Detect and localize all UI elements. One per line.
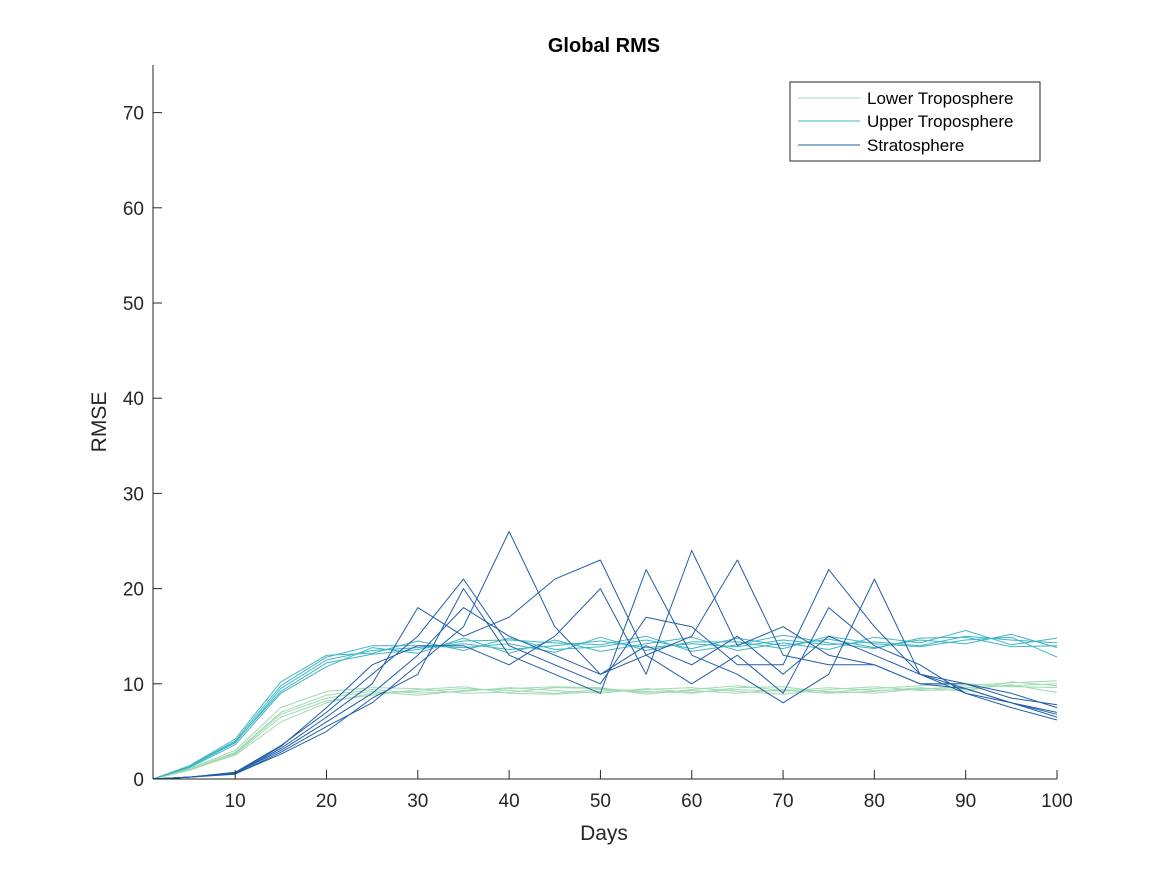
x-tick-label-30: 30 — [407, 791, 428, 812]
x-tick-label-60: 60 — [681, 791, 702, 812]
series-line-stratosphere-6 — [152, 550, 1058, 780]
y-axis-title: RMSE — [88, 392, 111, 453]
x-axis-title: Days — [580, 822, 628, 845]
y-tick-label-20: 20 — [123, 580, 144, 601]
y-tick-label-10: 10 — [123, 675, 144, 696]
series-line-stratosphere-5 — [152, 569, 1058, 780]
series-line-upper-troposphere-3 — [152, 630, 1058, 780]
legend-label-stratosphere: Stratosphere — [867, 136, 964, 155]
x-tick-label-20: 20 — [316, 791, 337, 812]
x-tick-label-10: 10 — [225, 791, 246, 812]
y-tick-label-30: 30 — [123, 484, 144, 505]
series-stratosphere — [152, 531, 1058, 780]
x-tick-label-50: 50 — [590, 791, 611, 812]
y-tick-label-60: 60 — [123, 199, 144, 220]
x-tick-label-40: 40 — [499, 791, 520, 812]
x-ticks: 10 20 30 40 50 60 70 80 90 100 — [225, 770, 1073, 812]
series-line-upper-troposphere-4 — [152, 635, 1058, 780]
series-line-lower-troposphere-5 — [152, 681, 1058, 780]
y-tick-label-0: 0 — [133, 770, 144, 791]
series-line-stratosphere-4 — [152, 559, 1058, 780]
x-tick-label-90: 90 — [955, 791, 976, 812]
x-tick-label-80: 80 — [864, 791, 885, 812]
y-tick-label-40: 40 — [123, 389, 144, 410]
legend-label-lower-troposphere: Lower Troposphere — [867, 89, 1013, 108]
series-layer — [152, 531, 1058, 780]
y-tick-label-50: 50 — [123, 294, 144, 315]
legend-label-upper-troposphere: Upper Troposphere — [867, 112, 1013, 131]
series-line-lower-troposphere-3 — [152, 683, 1058, 780]
x-tick-label-70: 70 — [772, 791, 793, 812]
y-ticks: 0 10 20 30 40 50 60 70 — [123, 104, 162, 791]
y-tick-label-70: 70 — [123, 104, 144, 125]
x-tick-label-100: 100 — [1041, 791, 1073, 812]
axes — [152, 65, 1057, 780]
series-line-upper-troposphere-1 — [152, 635, 1058, 780]
legend: Lower Troposphere Upper Troposphere Stra… — [789, 81, 1041, 162]
chart-title: Global RMS — [548, 35, 660, 57]
